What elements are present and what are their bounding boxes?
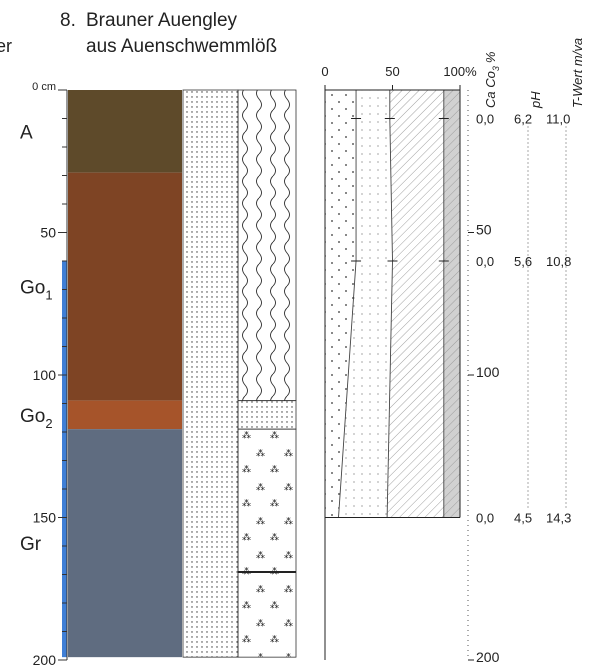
horizon-label: Gr xyxy=(20,534,42,555)
horizon xyxy=(68,90,182,173)
horizon-label: A xyxy=(20,122,33,143)
horizon-name: Go xyxy=(20,278,45,299)
caco3-value: 0,0 xyxy=(476,254,494,269)
horizon-name: Gr xyxy=(20,534,42,555)
fragment: er xyxy=(0,36,12,56)
subtitle: aus Auenschwemmlöß xyxy=(86,36,277,57)
header-part: % xyxy=(483,52,498,64)
pct-label: 50 xyxy=(385,64,399,79)
header-part: Ca Co xyxy=(483,71,498,108)
texture-fine xyxy=(183,90,238,657)
gley-bar xyxy=(62,261,67,657)
texture-stones xyxy=(238,429,296,657)
pct-label: 0 xyxy=(321,64,328,79)
t-value: 10,8 xyxy=(546,254,571,269)
column-header: T-Wert m/va xyxy=(570,38,585,108)
horizon xyxy=(68,173,182,401)
ph-value: 6,2 xyxy=(514,112,532,127)
depth-label: 200 xyxy=(33,652,57,668)
header-part: T-Wert m/va xyxy=(570,38,585,108)
header-part: pH xyxy=(528,91,543,109)
horizon xyxy=(68,429,182,657)
t-value: 14,3 xyxy=(546,511,571,526)
right-label: 200 xyxy=(476,649,500,665)
composition-band xyxy=(387,90,444,518)
texture-roots xyxy=(238,90,296,401)
right-label: 100 xyxy=(476,364,500,380)
right-label: 50 xyxy=(476,222,492,238)
caco3-value: 0,0 xyxy=(476,112,494,127)
horizon-label: Go2 xyxy=(20,406,53,431)
depth-label: 150 xyxy=(33,510,57,526)
title: Brauner Auengley xyxy=(86,10,238,31)
ph-value: 5,6 xyxy=(514,254,532,269)
ph-value: 4,5 xyxy=(514,511,532,526)
horizon-sub: 1 xyxy=(45,288,52,303)
depth-label: 100 xyxy=(33,367,57,383)
horizon xyxy=(68,401,182,430)
composition-band-grey xyxy=(444,90,460,518)
caco3-value: 0,0 xyxy=(476,511,494,526)
horizon-name: A xyxy=(20,122,33,143)
depth-label: 0 cm xyxy=(32,81,56,93)
t-value: 11,0 xyxy=(546,112,570,127)
soil-profile: ⁂⁂ er 8. Brauner Auengley aus Auenschwem… xyxy=(0,0,593,670)
horizon-sub: 2 xyxy=(45,416,52,431)
texture-mottle xyxy=(238,401,296,430)
pct-label: 100% xyxy=(443,64,477,79)
depth-label: 50 xyxy=(40,225,56,241)
horizon-name: Go xyxy=(20,406,45,427)
column-header: Ca Co3% xyxy=(483,52,501,108)
horizon-label: Go1 xyxy=(20,278,53,303)
column-header: pH xyxy=(528,91,543,109)
header-part: 3 xyxy=(491,66,501,71)
title-number: 8. xyxy=(60,10,76,31)
